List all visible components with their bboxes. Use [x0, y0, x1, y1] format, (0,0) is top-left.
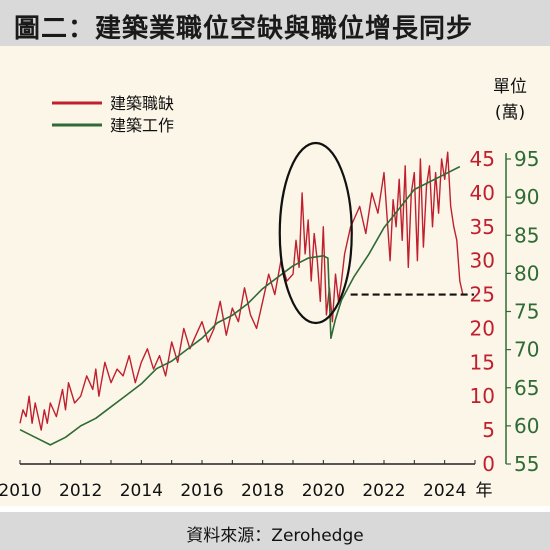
employment-tick-label: 75	[514, 300, 539, 324]
highlight-ellipse	[278, 141, 353, 325]
vacancies-tick-label: 45	[470, 147, 495, 171]
vacancies-tick-label: 40	[470, 181, 495, 205]
x-tick-label: 2024	[423, 481, 466, 501]
employment-tick-label: 55	[514, 452, 539, 476]
vacancies-tick-label: 20	[470, 316, 495, 340]
series-line-employment	[19, 165, 461, 446]
x-tick-label: 2018	[241, 481, 284, 501]
vacancies-tick-label: 30	[470, 249, 495, 273]
legend: 建築職缺 建築工作	[52, 94, 174, 135]
plot-background	[0, 46, 550, 506]
x-axis-ticks: 2010 2012 2014 2016 2018 2020 2022 2024 年	[0, 460, 493, 501]
employment-tick-label: 65	[514, 376, 539, 400]
vacancies-tick-label: 0	[482, 452, 495, 476]
employment-tick-label: 85	[514, 223, 539, 247]
vacancies-tick-label: 10	[470, 384, 495, 408]
unit-label: 單位 (萬)	[493, 77, 527, 123]
series-line-vacancies	[19, 151, 464, 431]
axes: 2010 2012 2014 2016 2018 2020 2022 2024 年 0 5 10 15…	[0, 147, 539, 501]
vacancies-tick-label: 35	[470, 215, 495, 239]
x-tick-label: 2016	[180, 481, 223, 501]
employment-tick-label: 70	[514, 338, 539, 362]
employment-tick-label: 90	[514, 185, 539, 209]
chart-title: 圖二：建築業職位空缺與職位增長同步	[14, 14, 474, 44]
employment-tick-label: 95	[514, 147, 539, 171]
x-tick-label: 2022	[362, 481, 405, 501]
annotation-layer	[278, 141, 474, 325]
series-layer	[19, 151, 464, 446]
unit-label-line1: 單位	[493, 77, 527, 97]
x-tick-label: 2020	[302, 481, 345, 501]
source-text: 資料來源：Zerohedge	[186, 526, 364, 546]
x-tick-label: 2014	[120, 481, 163, 501]
legend-label-vacancies: 建築職缺	[110, 94, 174, 113]
vacancies-tick-label: 15	[470, 350, 495, 374]
source-bar: 資料來源：Zerohedge	[0, 512, 550, 550]
x-tick-label: 2012	[59, 481, 102, 501]
employment-axis-ticks: 55 60 65 70 75 80 85 90 95	[505, 147, 539, 476]
x-tick-label: 2010	[0, 481, 42, 501]
legend-label-employment: 建築工作	[110, 116, 174, 135]
employment-tick-label: 80	[514, 261, 539, 285]
x-axis-unit: 年	[476, 481, 493, 501]
title-bar: 圖二：建築業職位空缺與職位增長同步	[0, 0, 550, 46]
vacancies-tick-label: 5	[482, 418, 495, 442]
line-chart: 2010 2012 2014 2016 2018 2020 2022 2024 年 0 5 10 15…	[0, 77, 539, 501]
employment-tick-label: 60	[514, 414, 539, 438]
unit-label-line2: (萬)	[495, 103, 525, 123]
